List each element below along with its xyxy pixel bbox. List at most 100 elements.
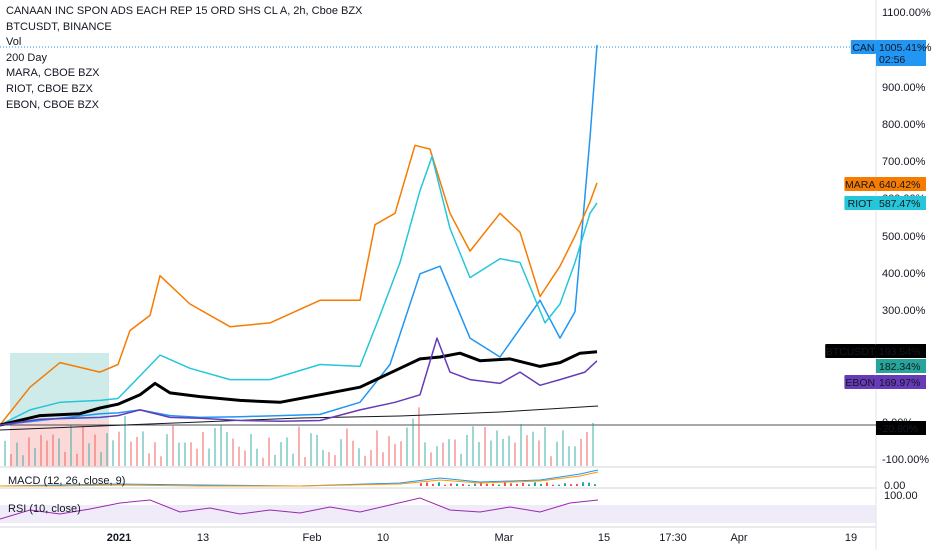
volume-bar: [550, 456, 552, 466]
volume-bar: [520, 423, 522, 466]
volume-bar: [310, 433, 312, 466]
volume-bar: [460, 453, 462, 466]
volume-bar: [400, 441, 402, 466]
macd-histogram-bar: [438, 482, 440, 486]
volume-bar: [160, 456, 162, 466]
y-tick-label: 500.00%: [882, 231, 926, 243]
volume-bar: [238, 446, 240, 466]
volume-bar: [250, 433, 252, 466]
legend-item-vol[interactable]: Vol: [6, 36, 22, 49]
volume-bar: [166, 434, 168, 466]
legend-item-200-day[interactable]: 200 Day: [6, 51, 47, 64]
volume-bar: [226, 431, 228, 466]
volume-bar: [592, 422, 594, 466]
volume-bar: [334, 455, 336, 466]
volume-bar: [412, 418, 414, 466]
volume-bar: [364, 455, 366, 466]
volume-bar: [4, 440, 6, 466]
macd-histogram-bar: [510, 483, 512, 486]
macd-line: [0, 469, 599, 487]
volume-bar: [370, 449, 372, 466]
volume-bar: [322, 449, 324, 466]
volume-bar: [40, 434, 42, 466]
macd-histogram-bar: [516, 483, 518, 486]
series-line-riot: [0, 155, 598, 426]
x-tick-label: 13: [197, 532, 209, 544]
macd-histogram-bar: [420, 483, 422, 486]
macd-histogram-bar: [468, 484, 470, 486]
volume-bar: [514, 442, 516, 466]
x-tick-label: 10: [377, 532, 389, 544]
macd-histogram-bar: [432, 483, 434, 486]
volume-bar: [586, 431, 588, 466]
macd-histogram-bar: [528, 484, 530, 486]
volume-bar: [376, 430, 378, 466]
volume-bar: [532, 431, 534, 466]
x-tick-label: 2021: [107, 532, 131, 544]
volume-bar: [154, 442, 156, 466]
legend-item-riot[interactable]: RIOT, CBOE BZX: [6, 82, 93, 95]
series-line-ebon: [0, 337, 598, 426]
volume-bar: [94, 434, 96, 466]
macd-histogram-bar: [444, 484, 446, 486]
macd-histogram-bar: [450, 483, 452, 486]
volume-bar: [118, 431, 120, 466]
volume-bar: [28, 437, 30, 466]
macd-histogram-bar: [462, 484, 464, 486]
volume-bar: [220, 425, 222, 466]
volume-bar: [538, 440, 540, 466]
volume-bar: [556, 441, 558, 466]
volume-bar: [316, 434, 318, 466]
macd-signal-line: [0, 471, 599, 487]
legend: CANAAN INC SPON ADS EACH REP 15 ORD SHS …: [6, 4, 362, 113]
volume-bar: [274, 454, 276, 466]
price-tag-time: 02:56: [879, 54, 905, 66]
volume-bar: [106, 433, 108, 466]
x-tick-label: 15: [598, 532, 610, 544]
series-line-btcusdt: [0, 350, 598, 427]
volume-bar: [406, 427, 408, 466]
rsi-scale-label: 100.00: [884, 490, 918, 502]
series-layer: [0, 44, 598, 427]
volume-bar: [172, 424, 174, 466]
volume-bar: [130, 441, 132, 466]
volume-bar: [244, 450, 246, 466]
volume-bar: [298, 426, 300, 466]
macd-histogram-bar: [594, 484, 596, 486]
volume-bar: [526, 435, 528, 466]
rsi-label: RSI (10, close): [8, 503, 81, 515]
volume-bar: [268, 437, 270, 466]
price-tags: CAN 1005.41%02:56 MARA 640.42% RIOT 587.47% BT…: [825, 40, 926, 435]
price-tag-value: 169.97%: [879, 377, 920, 389]
volume-bar: [436, 446, 438, 466]
legend-item-mara[interactable]: MARA, CBOE BZX: [6, 67, 100, 80]
volume-bar: [448, 439, 450, 466]
macd-histogram-bar: [546, 482, 548, 486]
macd-histogram-bar: [540, 483, 542, 486]
y-tick-label: 300.00%: [882, 305, 926, 317]
price-tag-can: CAN 1005.41%02:56: [850, 40, 926, 66]
volume-bar: [214, 427, 216, 466]
price-tag-value: 1005.41%: [879, 42, 926, 54]
legend-item-btcusdt[interactable]: BTCUSDT, BINANCE: [6, 20, 112, 33]
price-tag-value: 587.47%: [879, 198, 920, 210]
volume-bar: [208, 448, 210, 466]
price-tag-name: RIOT: [848, 198, 874, 210]
macd-scale-label: 0.00: [884, 480, 905, 492]
volume-bar: [76, 453, 78, 466]
volume-bar: [70, 425, 72, 466]
macd-histogram-bar: [576, 484, 578, 486]
series-line-mara: [0, 144, 598, 426]
rsi-band: [0, 505, 876, 523]
volume-bar: [64, 451, 66, 466]
legend-item-ebon[interactable]: EBON, CBOE BZX: [6, 98, 99, 111]
volume-bar: [196, 448, 198, 466]
macd-label: MACD (12, 26, close, 9): [8, 475, 125, 487]
volume-bar: [562, 430, 564, 466]
price-tag-name: BTCUSDT: [826, 346, 876, 358]
macd-histogram-bar: [426, 482, 428, 486]
macd-histogram-bar: [456, 483, 458, 486]
volume-bar: [124, 416, 126, 466]
volume-bar: [568, 446, 570, 466]
price-tag-value: 182.34%: [879, 361, 920, 373]
